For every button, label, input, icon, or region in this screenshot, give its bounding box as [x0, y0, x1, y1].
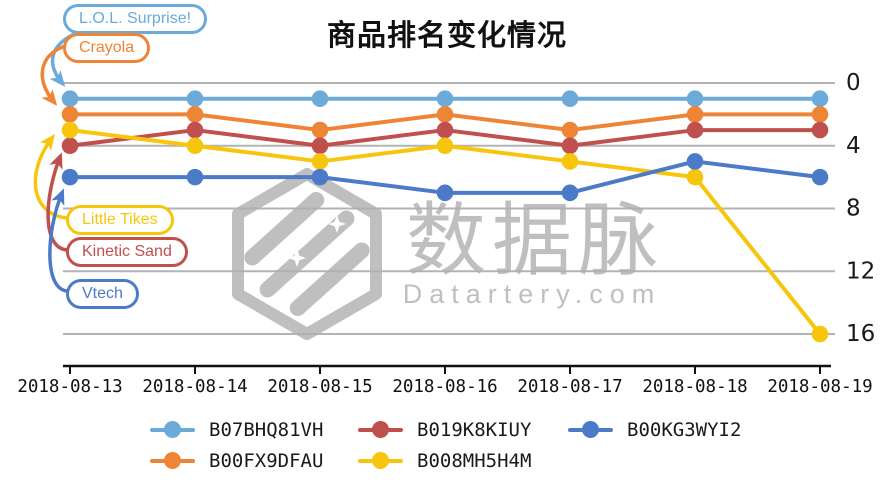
data-point-B00KG3WYI2	[186, 168, 204, 186]
data-point-B07BHQ81VH	[686, 90, 704, 107]
data-point-B07BHQ81VH	[811, 90, 829, 107]
y-tick-label: 16	[846, 321, 875, 347]
legend-marker-icon	[568, 421, 613, 438]
data-point-B00KG3WYI2	[811, 168, 829, 186]
data-point-B07BHQ81VH	[186, 90, 204, 107]
data-point-B008MH5H4M	[186, 137, 204, 155]
callout-kinetic-sand: Kinetic Sand	[66, 237, 188, 267]
data-point-B07BHQ81VH	[436, 90, 454, 107]
legend: B07BHQ81VH B019K8KIUY B00KG3WYI2 B00FX9DFAU…	[150, 414, 741, 476]
data-point-B07BHQ81VH	[311, 90, 329, 107]
data-point-B00FX9DFAU	[61, 106, 79, 123]
watermark-arrows-icon	[244, 191, 370, 317]
star-icon	[328, 215, 346, 233]
watermark-hexagon-icon	[232, 168, 382, 340]
legend-label: B008MH5H4M	[417, 449, 532, 472]
data-point-B008MH5H4M	[561, 153, 579, 170]
legend-marker-icon	[358, 452, 403, 469]
legend-label: B07BHQ81VH	[209, 418, 324, 441]
legend-marker-icon	[150, 421, 195, 438]
data-point-B00FX9DFAU	[186, 106, 204, 123]
x-tick-label: 2018-08-14	[142, 377, 247, 397]
legend-item-B00FX9DFAU[interactable]: B00FX9DFAU	[150, 450, 358, 472]
data-point-B00FX9DFAU	[686, 106, 704, 123]
watermark-text-en: Datartery.com	[403, 279, 662, 309]
y-tick-label: 8	[846, 196, 861, 222]
data-point-B00KG3WYI2	[686, 153, 704, 170]
legend-marker-icon	[150, 452, 195, 469]
callout-arrow-icon	[48, 188, 68, 293]
data-point-B008MH5H4M	[436, 137, 454, 155]
callout-vtech: Vtech	[66, 279, 139, 309]
legend-label: B019K8KIUY	[417, 418, 532, 441]
legend-item-B008MH5H4M[interactable]: B008MH5H4M	[358, 450, 568, 472]
callout-little-tikes: Little Tikes	[66, 205, 174, 235]
legend-label: B00KG3WYI2	[627, 418, 742, 441]
data-point-B00FX9DFAU	[561, 121, 579, 139]
callout-lol-surprise: L.O.L. Surprise!	[63, 4, 208, 34]
data-point-B019K8KIUY	[686, 121, 704, 139]
data-point-B07BHQ81VH	[61, 90, 79, 107]
callout-arrow-icon	[46, 152, 68, 252]
x-tick-label: 2018-08-17	[517, 377, 622, 397]
x-tick-label: 2018-08-19	[767, 377, 872, 397]
watermark-text-cn: 数据脉	[406, 196, 664, 285]
x-tick-label: 2018-08-13	[17, 377, 122, 397]
data-point-B07BHQ81VH	[561, 90, 579, 107]
callout-crayola: Crayola	[63, 33, 151, 63]
legend-label: B00FX9DFAU	[209, 449, 324, 472]
data-point-B00FX9DFAU	[311, 121, 329, 139]
data-point-B019K8KIUY	[61, 137, 79, 155]
x-tick-label: 2018-08-16	[392, 377, 497, 397]
data-point-B00KG3WYI2	[436, 184, 454, 202]
data-point-B008MH5H4M	[61, 121, 79, 139]
data-point-B00KG3WYI2	[311, 168, 329, 186]
data-point-B019K8KIUY	[186, 121, 204, 139]
legend-item-B00KG3WYI2[interactable]: B00KG3WYI2	[568, 419, 741, 441]
data-point-B00FX9DFAU	[436, 106, 454, 123]
y-tick-label: 4	[846, 133, 861, 159]
data-point-B019K8KIUY	[311, 137, 329, 155]
data-point-B00KG3WYI2	[561, 184, 579, 202]
data-point-B00KG3WYI2	[61, 168, 79, 186]
legend-item-B019K8KIUY[interactable]: B019K8KIUY	[358, 419, 568, 441]
legend-marker-icon	[358, 421, 403, 438]
y-tick-label: 0	[846, 70, 861, 96]
page-title: 商品排名变化情况	[326, 20, 567, 52]
data-point-B008MH5H4M	[811, 325, 829, 343]
x-tick-label: 2018-08-18	[642, 377, 747, 397]
data-point-B008MH5H4M	[311, 153, 329, 170]
y-tick-label: 12	[846, 258, 875, 284]
data-point-B019K8KIUY	[436, 121, 454, 139]
data-point-B008MH5H4M	[686, 168, 704, 186]
star-icon	[288, 249, 306, 267]
callout-arrow-icon	[40, 44, 66, 106]
data-point-B00FX9DFAU	[811, 106, 829, 123]
x-tick-label: 2018-08-15	[267, 377, 372, 397]
data-point-B019K8KIUY	[561, 137, 579, 155]
legend-item-B07BHQ81VH[interactable]: B07BHQ81VH	[150, 419, 358, 441]
data-point-B019K8KIUY	[811, 121, 829, 139]
